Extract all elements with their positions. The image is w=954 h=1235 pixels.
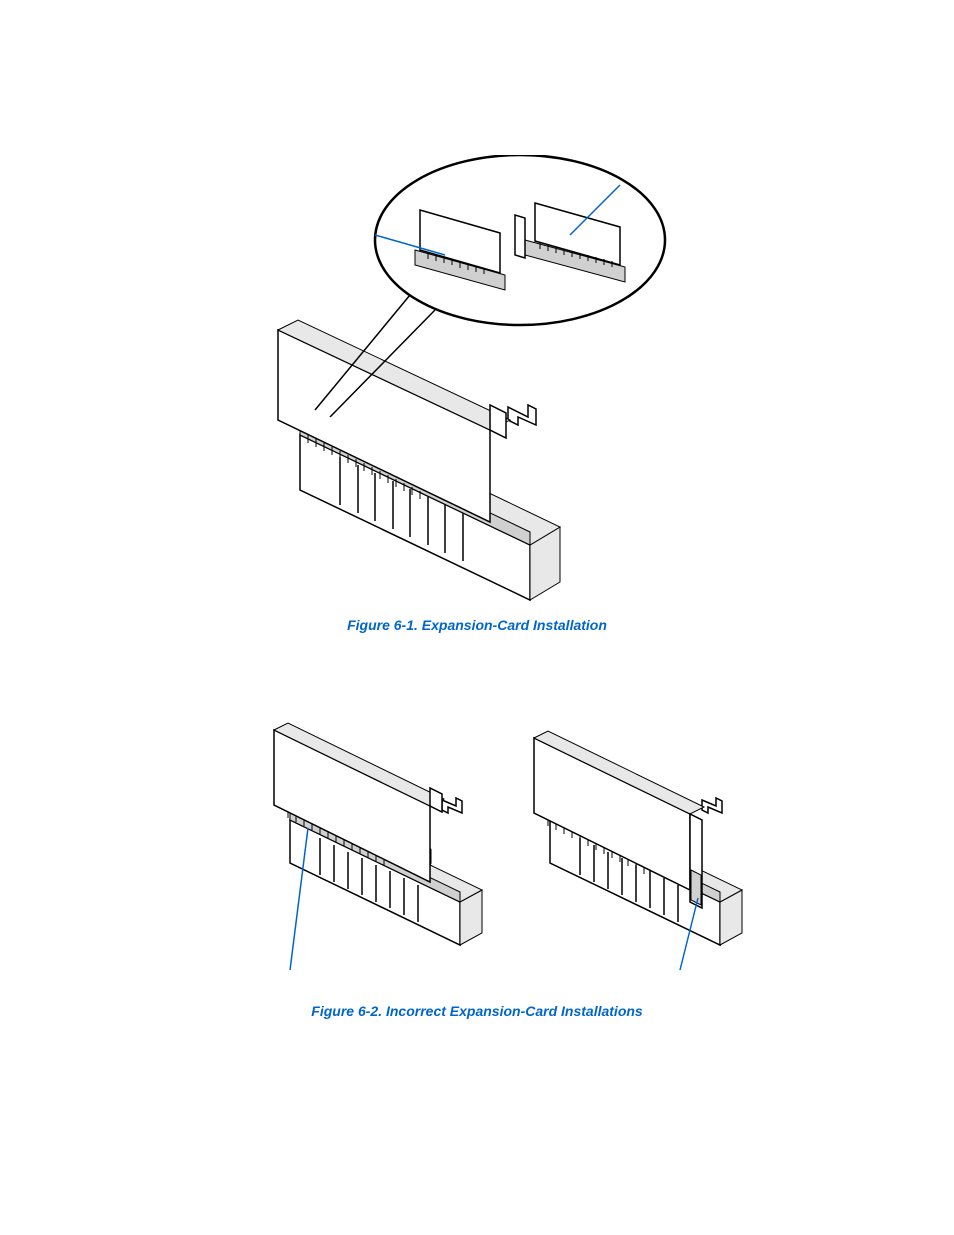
figure-6-2-diagram	[270, 670, 770, 990]
figure-6-2-caption: Figure 6-2. Incorrect Expansion-Card Ins…	[311, 1003, 642, 1019]
figure-6-2-caption-text: Figure 6-2. Incorrect Expansion-Card Ins…	[311, 1003, 642, 1019]
figure-6-1-caption: Figure 6-1. Expansion-Card Installation	[347, 617, 607, 633]
figure-6-1-diagram	[270, 155, 690, 605]
document-page: Figure 6-1. Expansion-Card Installation	[0, 0, 954, 1235]
figure-6-1-caption-text: Figure 6-1. Expansion-Card Installation	[347, 617, 607, 633]
